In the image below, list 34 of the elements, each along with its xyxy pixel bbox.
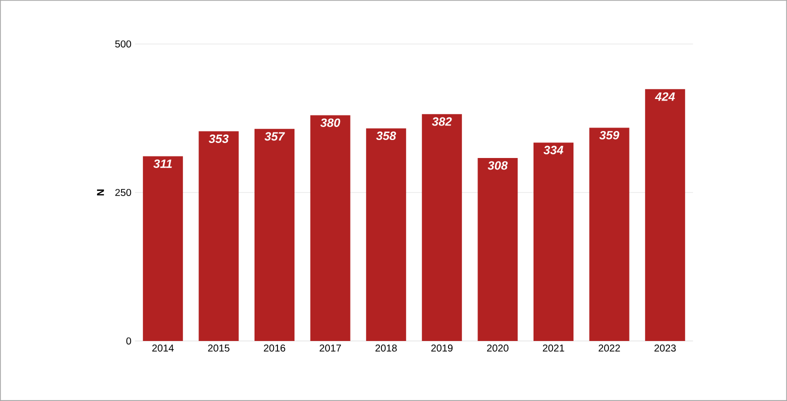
bar (422, 114, 462, 341)
bar (534, 142, 574, 341)
x-tick-label: 2018 (375, 344, 397, 352)
data-label: 308 (488, 161, 508, 170)
y-tick-label: 500 (115, 40, 132, 48)
x-tick-label: 2020 (487, 344, 508, 352)
x-tick-label: 2019 (431, 344, 453, 352)
data-label: 424 (654, 92, 675, 101)
data-label: 311 (153, 159, 172, 168)
bar (478, 158, 518, 341)
x-tick-label: 2016 (264, 344, 286, 352)
data-label: 353 (208, 134, 229, 143)
bar (198, 131, 239, 341)
data-label: 382 (432, 117, 452, 126)
x-tick-label: 2021 (542, 344, 564, 352)
y-axis-title: N (97, 190, 104, 196)
y-tick-label: 0 (126, 337, 132, 345)
data-label: 380 (320, 118, 340, 127)
y-tick-label: 250 (115, 188, 132, 196)
x-tick-label: 2017 (320, 344, 341, 352)
x-tick-label: 2022 (598, 344, 620, 352)
data-label: 358 (376, 132, 396, 140)
bar (589, 128, 630, 341)
bar (310, 115, 350, 341)
x-tick-label: 2023 (654, 344, 676, 352)
bar (142, 156, 183, 341)
bar (645, 89, 686, 341)
x-tick-label: 2015 (208, 344, 230, 352)
data-label: 334 (544, 146, 564, 154)
bar (366, 128, 406, 341)
data-label: 357 (264, 132, 285, 141)
x-tick-label: 2014 (152, 344, 174, 352)
data-label: 359 (599, 130, 620, 140)
bar (254, 128, 295, 341)
